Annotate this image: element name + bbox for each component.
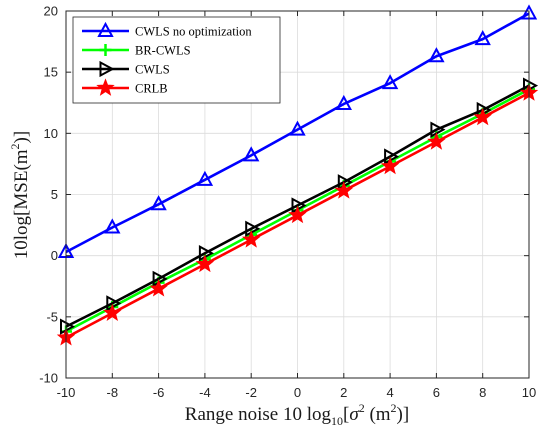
data-point-marker bbox=[243, 146, 260, 162]
legend-marker bbox=[97, 21, 114, 37]
y-axis-label-prefix: 10log[MSE(m bbox=[11, 149, 32, 259]
y-tick-label: 15 bbox=[44, 65, 58, 80]
x-axis-label-sigma: σ bbox=[349, 404, 359, 425]
data-point-marker bbox=[473, 107, 492, 126]
legend-marker bbox=[96, 78, 115, 96]
x-axis-label-unit: (m bbox=[365, 404, 391, 425]
data-point-marker bbox=[474, 30, 491, 46]
x-axis-label-sigma-exponent: 2 bbox=[359, 401, 365, 415]
x-tick-label: 6 bbox=[433, 385, 440, 400]
x-axis-label-close: )] bbox=[397, 404, 410, 425]
data-point-marker bbox=[195, 254, 215, 273]
y-axis-label-suffix: )] bbox=[11, 131, 32, 144]
x-tick-label: 0 bbox=[294, 385, 301, 400]
legend-label: BR-CWLS bbox=[135, 44, 191, 58]
x-tick-label: 2 bbox=[340, 385, 347, 400]
data-point-marker bbox=[245, 220, 261, 237]
data-point-marker bbox=[149, 279, 168, 297]
series-layer bbox=[56, 4, 539, 346]
x-tick-label: 10 bbox=[522, 385, 536, 400]
data-point-marker bbox=[334, 181, 354, 199]
data-point-marker bbox=[380, 156, 400, 175]
data-point-marker bbox=[198, 245, 214, 262]
x-tick-label: -10 bbox=[57, 385, 76, 400]
series-line bbox=[65, 12, 530, 254]
legend-label: CWLS bbox=[135, 63, 170, 77]
x-axis-label-unit-exponent: 2 bbox=[391, 401, 397, 415]
data-point-marker bbox=[150, 195, 167, 211]
data-point-marker bbox=[381, 74, 399, 90]
data-point-marker bbox=[288, 205, 307, 224]
x-tick-label: -6 bbox=[153, 385, 165, 400]
y-tick-label: 0 bbox=[51, 248, 58, 263]
data-point-marker bbox=[289, 120, 306, 136]
legend-marker bbox=[99, 60, 115, 78]
y-tick-label: -5 bbox=[46, 309, 58, 324]
y-axis-label-exponent: 2 bbox=[8, 143, 22, 149]
legend: CWLS no optimization BR-CWLS CWLS CRLB bbox=[72, 16, 281, 104]
y-tick-label: 20 bbox=[44, 4, 58, 19]
data-point-marker bbox=[241, 230, 261, 248]
legend-item: CWLS bbox=[82, 60, 170, 78]
series-crlb bbox=[56, 83, 539, 346]
legend-label: CRLB bbox=[135, 82, 168, 96]
series-line bbox=[65, 84, 530, 328]
legend-item: CWLS no optimization bbox=[82, 21, 252, 39]
x-tick-label: 4 bbox=[386, 385, 393, 400]
data-point-marker bbox=[103, 303, 122, 322]
y-tick-label: 10 bbox=[44, 126, 58, 141]
y-tick-label: 5 bbox=[51, 187, 58, 202]
x-tick-label: -4 bbox=[199, 385, 211, 400]
legend-marker bbox=[99, 44, 112, 56]
x-tick-label: -2 bbox=[245, 385, 257, 400]
x-axis-label-bracket: [ bbox=[343, 404, 349, 425]
data-point-marker bbox=[430, 121, 446, 138]
x-axis-label-prefix: Range noise 10 log bbox=[185, 404, 332, 425]
ticks: -10 -8 -6 -4 -2 0 2 4 6 8 10 -10 -5 0 5 10 15 20 bbox=[39, 4, 536, 401]
data-point-marker bbox=[335, 94, 352, 110]
legend-item: BR-CWLS bbox=[82, 44, 191, 58]
data-point-marker bbox=[104, 218, 121, 234]
x-tick-label: -8 bbox=[107, 385, 119, 400]
legend-label: CWLS no optimization bbox=[135, 25, 252, 39]
legend-item: CRLB bbox=[82, 78, 168, 96]
data-point-marker bbox=[427, 132, 446, 150]
y-axis-label: 10log[MSE(m2)] bbox=[8, 131, 32, 259]
x-tick-label: 8 bbox=[479, 385, 486, 400]
x-axis-label: Range noise 10 log10[σ2 (m2)] bbox=[185, 401, 409, 428]
y-tick-label: -10 bbox=[39, 371, 58, 386]
series-cwls-no-optimization bbox=[57, 4, 538, 258]
data-point-marker bbox=[428, 47, 445, 63]
x-axis-label-subscript: 10 bbox=[331, 414, 343, 428]
data-point-marker bbox=[60, 318, 76, 335]
data-point-marker bbox=[196, 170, 214, 186]
